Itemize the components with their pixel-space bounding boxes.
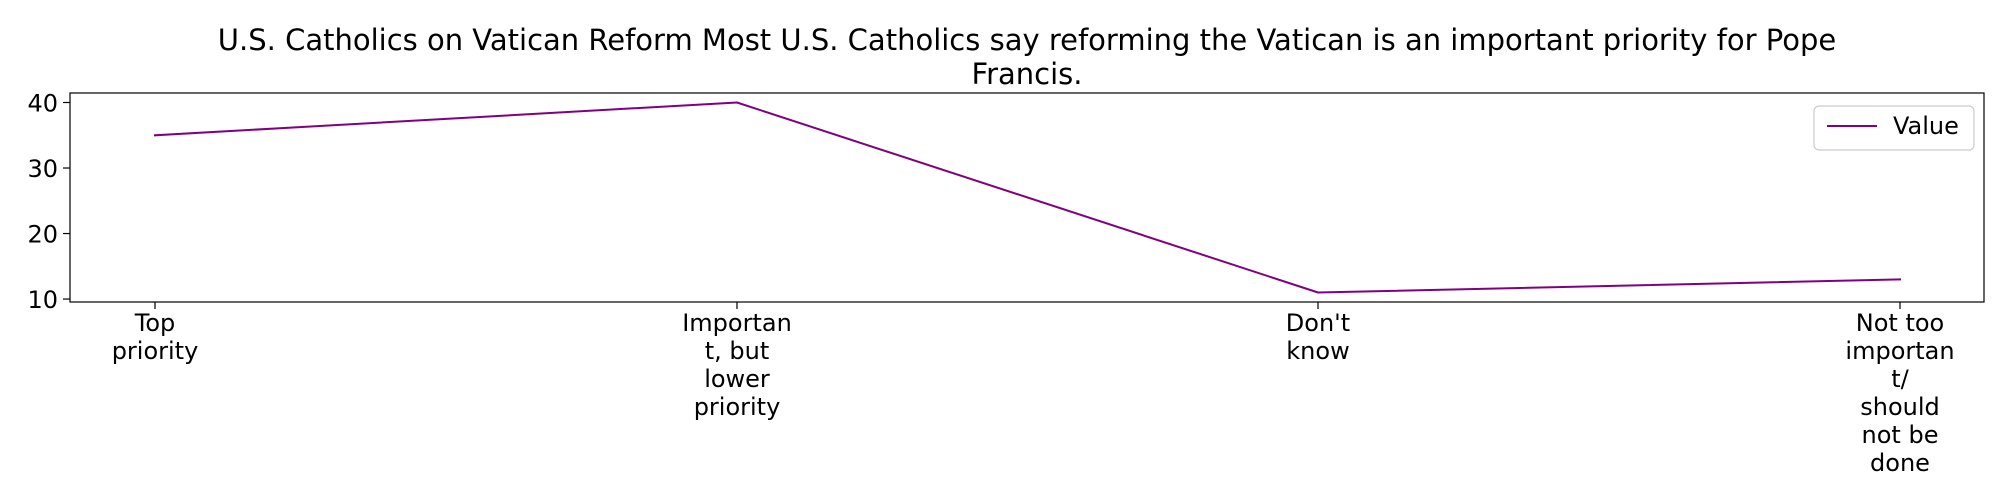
x-tick-label: priority [112,337,199,365]
data-point [1317,291,1319,294]
x-tick-label: priority [694,393,781,421]
series-layer [153,101,1902,294]
legend-box [1813,105,1975,151]
y-axis: 10 20 30 40 [27,90,70,314]
x-tick-label: should [1860,393,1940,421]
x-tick-label: not be [1862,421,1939,449]
x-tick-label: t/ [1891,365,1909,393]
plot-area [69,92,1985,303]
x-tick-label: Not too [1856,309,1944,337]
x-tick-label: done [1870,449,1930,477]
data-point [1899,278,1901,281]
x-tick-label: Top [134,309,176,337]
chart-title: U.S. Catholics on Vatican Reform Most U.… [218,23,1836,91]
x-tick-label: know [1286,337,1349,365]
chart-title-line-2: Francis. [972,57,1083,91]
x-tick-label: Don't [1286,309,1350,337]
data-point [736,101,738,104]
chart-title-line-1: U.S. Catholics on Vatican Reform Most U.… [218,23,1836,57]
data-point [154,134,156,137]
y-tick-label: 30 [27,155,58,183]
y-tick-label: 20 [27,221,58,249]
series-line-value [153,101,1902,294]
x-tick-label: lower [704,365,770,393]
y-tick-label: 10 [27,286,58,314]
y-tick-label: 40 [27,90,58,118]
x-tick-label: importan [1845,337,1954,365]
x-tick-label: t, but [705,337,770,365]
x-tick-label: Importan [682,309,792,337]
legend-label-value: Value [1893,112,1959,140]
legend: Value [1813,105,1975,151]
